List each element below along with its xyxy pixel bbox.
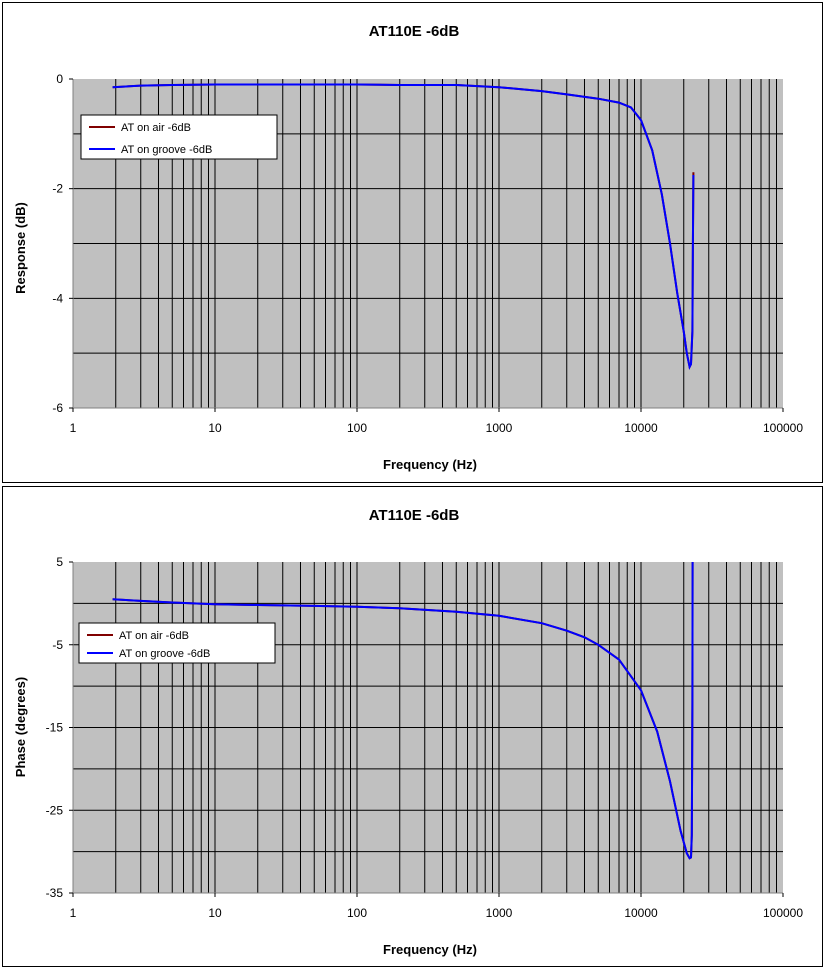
x-tick-label: 100000 bbox=[763, 906, 803, 920]
x-tick-label: 10 bbox=[208, 906, 222, 920]
series-line-2 bbox=[112, 83, 695, 370]
y-tick-label: -35 bbox=[46, 886, 64, 900]
legend-label: AT on groove -6dB bbox=[119, 648, 210, 660]
x-axis-label: Frequency (Hz) bbox=[383, 942, 477, 957]
x-tick-label: 1000 bbox=[486, 906, 513, 920]
legend bbox=[80, 114, 278, 160]
y-tick-label: -5 bbox=[52, 638, 63, 652]
x-tick-label: 100 bbox=[347, 421, 367, 435]
x-tick-label: 1 bbox=[70, 906, 77, 920]
y-tick-label: -4 bbox=[52, 291, 63, 305]
x-tick-label: 10000 bbox=[624, 906, 658, 920]
x-tick-label: 10000 bbox=[624, 421, 658, 435]
response-chart-svg: AT110E -6dB Frequency (Hz) Response (dB)… bbox=[13, 23, 803, 472]
y-tick-label: 0 bbox=[56, 72, 63, 86]
y-tick-label: -15 bbox=[46, 721, 64, 735]
y-axis-label: Phase (degrees) bbox=[13, 677, 28, 777]
chart-title: AT110E -6dB bbox=[369, 507, 460, 524]
y-tick-label: -2 bbox=[52, 182, 63, 196]
legend-label: AT on groove -6dB bbox=[121, 144, 212, 156]
y-tick-label: -6 bbox=[52, 401, 63, 415]
x-tick-label: 100 bbox=[347, 906, 367, 920]
series-line-2 bbox=[112, 562, 694, 860]
x-tick-label: 10 bbox=[208, 421, 222, 435]
y-axis-label: Response (dB) bbox=[13, 202, 28, 294]
response-chart: AT110E -6dB Frequency (Hz) Response (dB)… bbox=[2, 2, 823, 483]
x-tick-label: 1 bbox=[70, 421, 77, 435]
x-axis-label: Frequency (Hz) bbox=[383, 457, 477, 472]
legend bbox=[78, 622, 276, 664]
y-tick-label: -25 bbox=[46, 803, 64, 817]
phase-chart-svg: AT110E -6dB Frequency (Hz) Phase (degree… bbox=[13, 507, 803, 957]
legend-label: AT on air -6dB bbox=[119, 630, 189, 642]
chart-title: AT110E -6dB bbox=[369, 23, 460, 40]
x-tick-label: 100000 bbox=[763, 421, 803, 435]
x-tick-label: 1000 bbox=[486, 421, 513, 435]
legend-label: AT on air -6dB bbox=[121, 122, 191, 134]
y-tick-label: 5 bbox=[56, 555, 63, 569]
phase-chart: AT110E -6dB Frequency (Hz) Phase (degree… bbox=[2, 486, 823, 967]
